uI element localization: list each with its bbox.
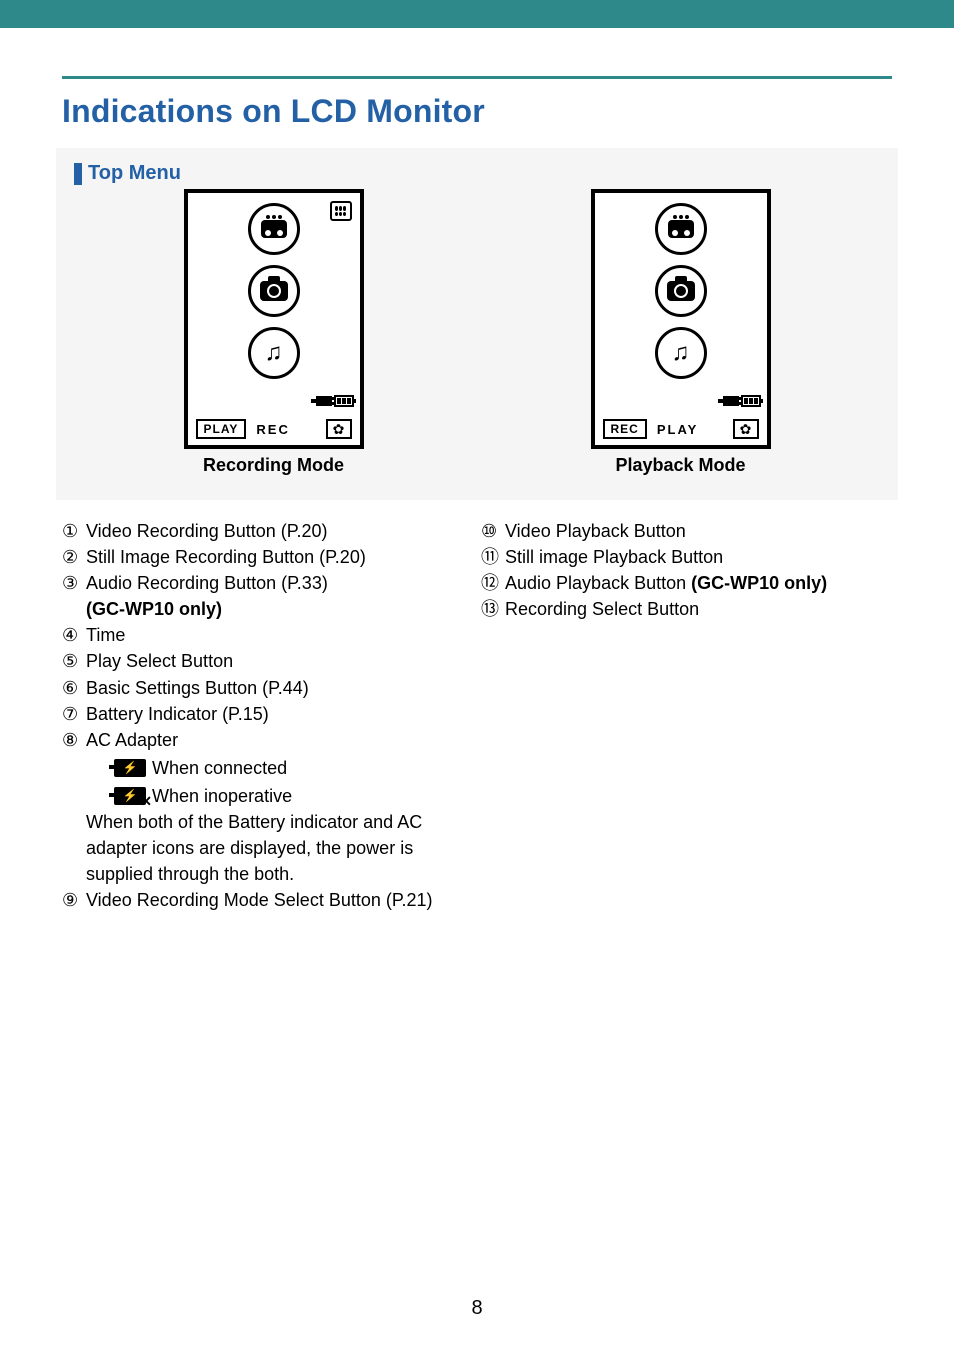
top-teal-band xyxy=(0,0,954,28)
music-note-icon: ♫ xyxy=(265,341,283,365)
legend-right-column: ⑩ Video Playback Button ⑪ Still image Pl… xyxy=(481,518,892,913)
ac-connected-icon: ⚡ xyxy=(114,759,146,777)
playback-mode-diagram: ♫ REC PLAY ✿ Playback Mode xyxy=(591,189,771,476)
legend-text: Still Image Recording Button (P.20) xyxy=(86,544,473,570)
status-icons xyxy=(316,395,354,407)
ac-adapter-icon xyxy=(316,396,332,406)
legend-item-12: ⑫ Audio Playback Button (GC-WP10 only) xyxy=(481,570,892,596)
still-image-playback-button xyxy=(655,265,707,317)
audio-recording-button: ♫ xyxy=(248,327,300,379)
legend-text: AC Adapter xyxy=(86,727,473,753)
recording-select-button: REC xyxy=(603,419,647,439)
legend-num: ⑬ xyxy=(481,596,505,622)
playback-mode-caption: Playback Mode xyxy=(591,455,771,476)
legend-columns: ① Video Recording Button (P.20) ② Still … xyxy=(62,518,892,913)
legend-item-7: ⑦ Battery Indicator (P.15) xyxy=(62,701,473,727)
legend-text: Time xyxy=(86,622,473,648)
legend-num: ⑥ xyxy=(62,675,86,701)
legend-text: Video Recording Mode Select Button (P.21… xyxy=(86,887,473,913)
ac-inoperative-text: When inoperative xyxy=(152,783,292,809)
legend-left-column: ① Video Recording Button (P.20) ② Still … xyxy=(62,518,473,913)
legend-text: Play Select Button xyxy=(86,648,473,674)
legend-num: ② xyxy=(62,544,86,570)
legend-num: ⑧ xyxy=(62,727,86,753)
play-select-button: PLAY xyxy=(196,419,247,439)
settings-button-pb: ✿ xyxy=(733,419,759,439)
legend-num: ⑫ xyxy=(481,570,505,596)
ac-connected-row: ⚡ When connected xyxy=(114,755,473,781)
legend-item-5: ⑤ Play Select Button xyxy=(62,648,473,674)
section-heading-text: Top Menu xyxy=(88,162,181,185)
playback-bottom-row: REC PLAY ✿ xyxy=(603,419,759,439)
header-rule xyxy=(62,76,892,79)
diagrams-row: ♫ PLAY REC ✿ Recording Mode xyxy=(70,189,884,476)
video-recording-button xyxy=(248,203,300,255)
legend-text: Video Recording Button (P.20) xyxy=(86,518,473,544)
status-icons-pb xyxy=(723,395,761,407)
ac-inoperative-row: ⚡✕ When inoperative xyxy=(114,783,473,809)
legend-num: ④ xyxy=(62,622,86,648)
settings-button: ✿ xyxy=(326,419,352,439)
recording-mode-diagram: ♫ PLAY REC ✿ Recording Mode xyxy=(184,189,364,476)
legend-item-11: ⑪ Still image Playback Button xyxy=(481,544,892,570)
legend-num: ⑪ xyxy=(481,544,505,570)
legend-item-6: ⑥ Basic Settings Button (P.44) xyxy=(62,675,473,701)
legend-text: Recording Select Button xyxy=(505,596,892,622)
page-number: 8 xyxy=(0,1297,954,1320)
recording-mode-caption: Recording Mode xyxy=(184,455,364,476)
legend-num: ⑤ xyxy=(62,648,86,674)
still-image-recording-button xyxy=(248,265,300,317)
ac-inoperative-icon: ⚡✕ xyxy=(114,787,146,805)
rec-label: REC xyxy=(256,422,289,437)
ac-connected-text: When connected xyxy=(152,755,287,781)
audio-playback-button: ♫ xyxy=(655,327,707,379)
heading-bar-icon xyxy=(74,163,82,185)
legend-item-3: ③ Audio Recording Button (P.33) xyxy=(62,570,473,596)
music-note-icon: ♫ xyxy=(672,341,690,365)
legend-item-4: ④ Time xyxy=(62,622,473,648)
ac-note-line3: supplied through the both. xyxy=(86,861,473,887)
top-menu-panel: Top Menu ♫ xyxy=(56,148,898,500)
legend-item-3-sub: (GC-WP10 only) xyxy=(86,596,473,622)
play-label: PLAY xyxy=(657,422,698,437)
legend-num: ③ xyxy=(62,570,86,596)
battery-icon xyxy=(741,395,761,407)
legend-item-10: ⑩ Video Playback Button xyxy=(481,518,892,544)
playback-screen-frame: ♫ REC PLAY ✿ xyxy=(591,189,771,449)
legend-num: ① xyxy=(62,518,86,544)
ac-adapter-icon xyxy=(723,396,739,406)
ac-note-line2: adapter icons are displayed, the power i… xyxy=(86,835,473,861)
page-title: Indications on LCD Monitor xyxy=(62,93,892,130)
legend-text: Video Playback Button xyxy=(505,518,892,544)
legend-text: Still image Playback Button xyxy=(505,544,892,570)
legend-item-8: ⑧ AC Adapter xyxy=(62,727,473,753)
recording-bottom-row: PLAY REC ✿ xyxy=(196,419,352,439)
legend-text: Battery Indicator (P.15) xyxy=(86,701,473,727)
legend-text-bold: (GC-WP10 only) xyxy=(691,573,827,593)
legend-item-13: ⑬ Recording Select Button xyxy=(481,596,892,622)
legend-text-main: Audio Playback Button xyxy=(505,573,691,593)
ac-note-line1: When both of the Battery indicator and A… xyxy=(86,809,473,835)
legend-text: Audio Playback Button (GC-WP10 only) xyxy=(505,570,892,596)
legend-num: ⑩ xyxy=(481,518,505,544)
recording-screen-frame: ♫ PLAY REC ✿ xyxy=(184,189,364,449)
legend-item-9: ⑨ Video Recording Mode Select Button (P.… xyxy=(62,887,473,913)
section-heading: Top Menu xyxy=(74,162,884,185)
video-playback-button xyxy=(655,203,707,255)
legend-num: ⑦ xyxy=(62,701,86,727)
legend-num: ⑨ xyxy=(62,887,86,913)
legend-text: Basic Settings Button (P.44) xyxy=(86,675,473,701)
legend-text: Audio Recording Button (P.33) xyxy=(86,570,473,596)
mode-select-icon xyxy=(330,201,352,221)
legend-item-2: ② Still Image Recording Button (P.20) xyxy=(62,544,473,570)
legend-item-1: ① Video Recording Button (P.20) xyxy=(62,518,473,544)
battery-icon xyxy=(334,395,354,407)
